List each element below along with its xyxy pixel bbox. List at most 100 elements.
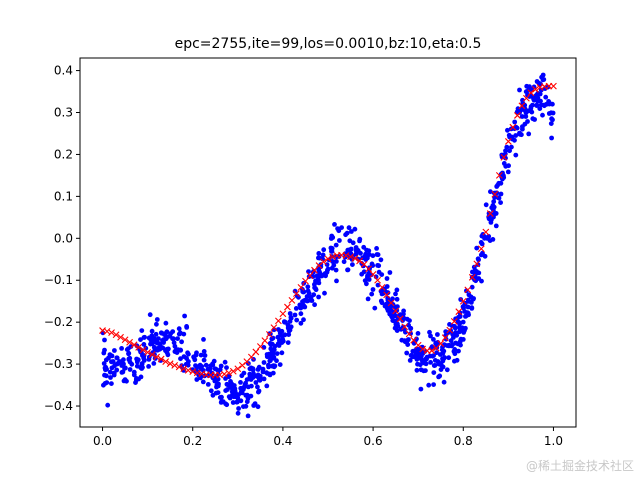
sample-point [222,359,228,365]
prediction-point [504,138,512,145]
sample-point [498,200,503,206]
sample-point [215,383,221,389]
sample-point [476,270,482,276]
sample-point [548,121,554,126]
sample-point [138,374,144,380]
sample-point [514,125,520,131]
sample-point [242,382,248,387]
sample-point [285,322,291,328]
sample-point [164,329,170,335]
sample-point [298,320,304,326]
sample-point [149,333,155,339]
prediction-point [265,330,273,338]
sample-point [156,336,161,341]
sample-point [320,252,326,258]
sample-point [366,252,372,257]
sample-point [334,278,339,284]
sample-point [286,332,292,337]
sample-point [337,238,342,243]
sample-point [140,353,145,358]
sample-point [388,299,394,305]
y-tick-label: 0.2 [54,147,73,161]
sample-point [160,338,165,343]
prediction-point [491,190,499,198]
prediction-point [288,296,296,304]
sample-point [194,377,200,382]
sample-point [305,284,311,290]
sample-point [506,163,511,169]
sample-point [350,240,356,246]
sample-point [301,302,306,308]
prediction-point [523,94,530,102]
sample-point [292,312,298,318]
sample-point [203,362,209,368]
prediction-point [320,258,327,266]
sample-point [267,358,273,364]
sample-point [498,191,504,197]
sample-point [393,291,398,297]
sample-point [483,202,489,208]
prediction-point [441,334,449,342]
prediction-point [130,341,138,349]
sample-point [452,351,458,357]
sample-point [490,237,496,242]
sample-point [456,320,462,326]
sample-point [126,356,132,362]
sample-point [332,222,337,227]
prediction-point [509,123,517,131]
sample-point [491,199,497,205]
sample-point [365,275,370,280]
sample-point [535,91,541,96]
x-tick-label: 0.2 [183,434,202,448]
prediction-point [171,361,179,369]
sample-point [322,290,327,296]
sample-point [427,329,432,335]
sample-point [472,273,478,279]
sample-point [357,238,362,244]
sample-point [154,317,160,322]
sample-point [384,276,390,281]
x-tick-label: 0.6 [364,434,383,448]
sample-point [507,148,512,154]
sample-point [313,286,318,291]
sample-point [417,362,423,368]
y-tick-label: −0.2 [44,315,73,329]
sample-point [431,353,436,358]
y-tick-label: −0.3 [44,357,73,371]
sample-point [264,352,270,357]
sample-point [109,365,115,371]
sample-point [505,127,510,133]
sample-point [384,284,390,289]
sample-point [182,313,188,319]
prediction-point [527,89,535,97]
sample-point [255,384,260,390]
sample-point [359,271,365,277]
prediction-point [513,112,521,119]
sample-point [426,382,432,388]
sample-point [102,347,107,353]
sample-point [292,288,298,294]
sample-point [248,377,254,382]
sample-point [540,112,545,118]
sample-point [236,406,242,411]
x-tick-label: 0.4 [273,434,292,448]
sample-point [491,204,497,210]
sample-point [149,328,155,334]
sample-point [230,400,236,405]
sample-point [275,334,281,340]
sample-point [456,348,461,354]
sample-point [364,281,369,287]
sample-point [287,311,293,316]
sample-point [379,300,385,306]
sample-point [239,373,245,379]
sample-point [537,81,542,86]
sample-point [205,382,211,387]
sample-point [394,296,400,302]
sample-point [178,356,183,362]
sample-point [333,242,339,248]
prediction-point [378,283,386,291]
sample-point [134,363,140,369]
sample-point [488,220,494,225]
sample-point [308,294,314,300]
sample-point [224,365,229,370]
